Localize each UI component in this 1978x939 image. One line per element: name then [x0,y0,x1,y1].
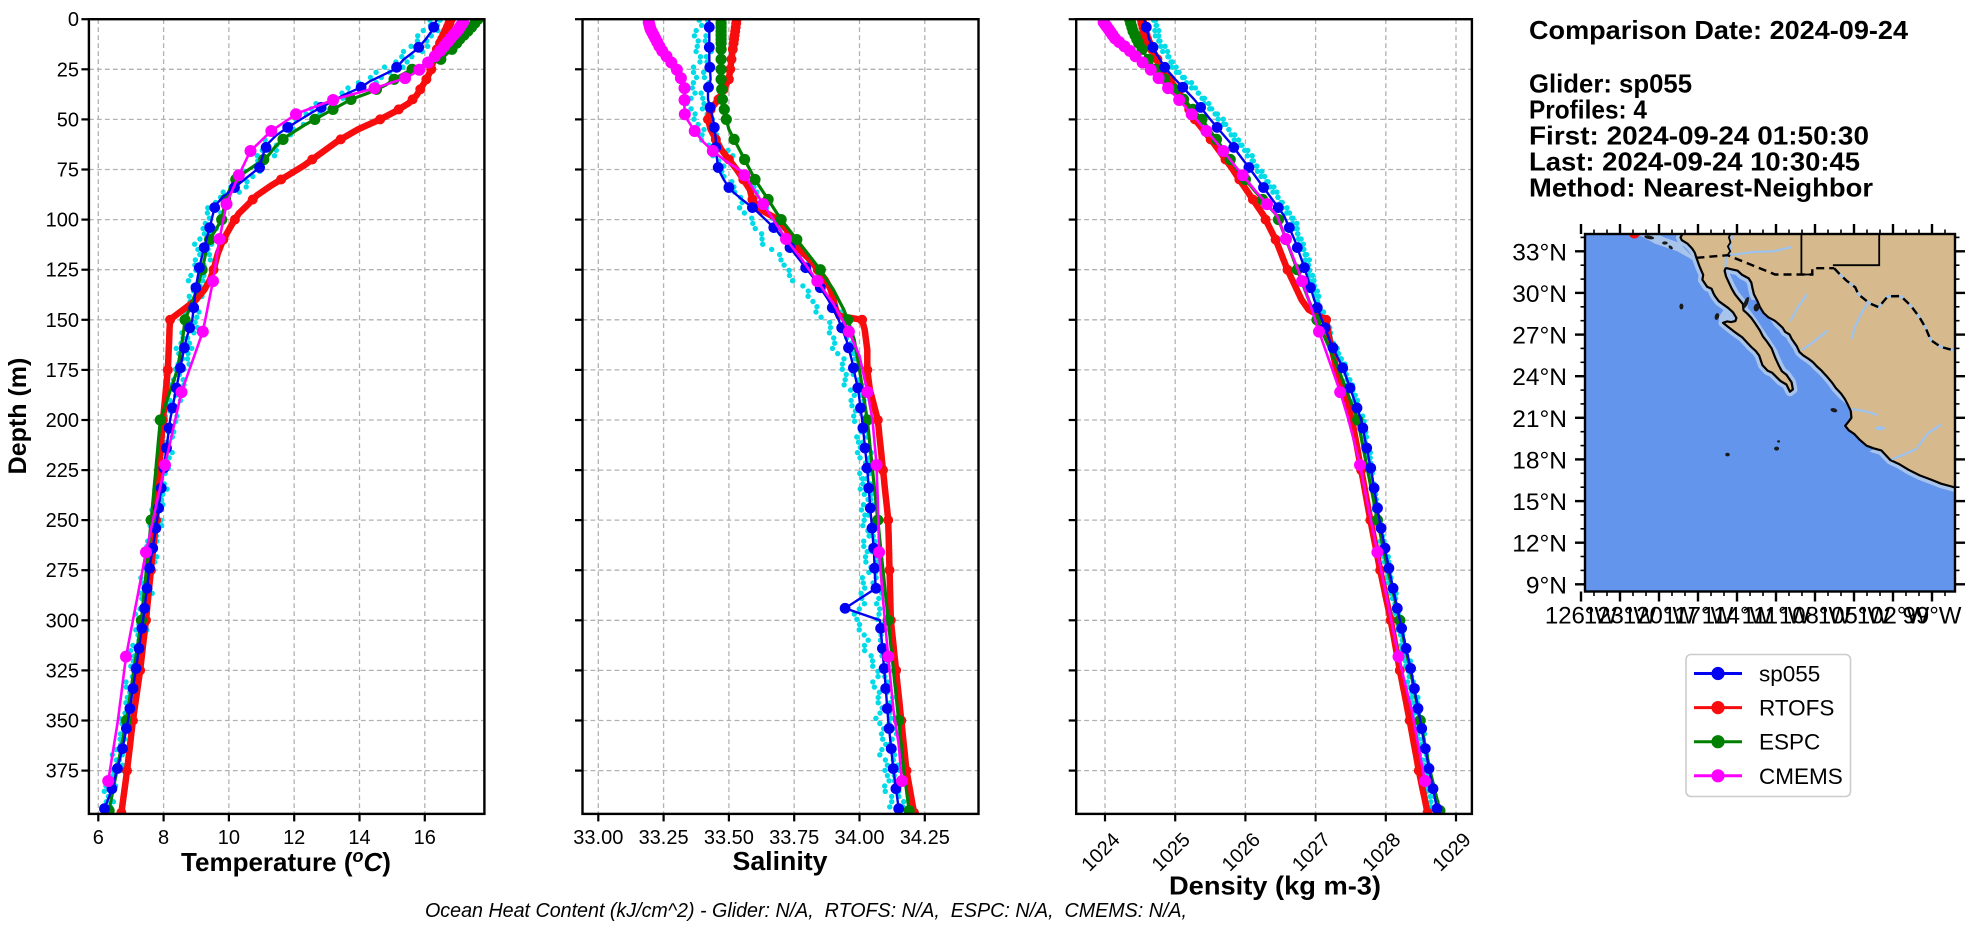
svg-text:8: 8 [158,827,169,849]
svg-text:14: 14 [348,827,370,849]
svg-text:99°W: 99°W [1903,603,1962,630]
svg-text:275: 275 [46,560,79,582]
svg-text:33.00: 33.00 [573,827,623,849]
svg-text:16: 16 [414,827,436,849]
svg-text:117°W: 117°W [1663,603,1734,630]
svg-text:30°N: 30°N [1512,281,1567,308]
svg-text:200: 200 [46,410,79,432]
svg-text:0: 0 [68,9,79,31]
svg-text:Comparison Date: 2024-09-24: Comparison Date: 2024-09-24 [1529,15,1909,45]
svg-text:24°N: 24°N [1512,364,1567,391]
svg-text:6: 6 [93,827,104,849]
svg-text:Salinity: Salinity [733,848,829,876]
svg-text:Method: Nearest-Neighbor: Method: Nearest-Neighbor [1529,173,1873,203]
svg-text:150: 150 [46,310,79,332]
svg-text:RTOFS: RTOFS [1759,696,1834,721]
svg-text:175: 175 [46,360,79,382]
svg-text:33.75: 33.75 [769,827,819,849]
svg-text:34.25: 34.25 [900,827,950,849]
svg-text:25: 25 [57,59,79,81]
svg-text:250: 250 [46,510,79,532]
svg-text:225: 225 [46,460,79,482]
svg-text:9°N: 9°N [1526,572,1567,599]
svg-text:126°W: 126°W [1545,603,1618,630]
svg-text:10: 10 [218,827,240,849]
svg-text:325: 325 [46,660,79,682]
svg-text:350: 350 [46,711,79,733]
svg-text:100: 100 [46,210,79,232]
svg-text:Glider: sp055: Glider: sp055 [1529,69,1692,99]
svg-text:Profiles: 4: Profiles: 4 [1529,95,1647,125]
svg-text:First: 2024-09-24 01:50:30: First: 2024-09-24 01:50:30 [1529,121,1869,151]
svg-text:sp055: sp055 [1759,662,1820,687]
svg-text:CMEMS: CMEMS [1759,764,1843,789]
svg-text:300: 300 [46,610,79,632]
svg-text:Last: 2024-09-24 10:30:45: Last: 2024-09-24 10:30:45 [1529,147,1860,177]
svg-text:125: 125 [46,260,79,282]
svg-text:33.25: 33.25 [639,827,689,849]
svg-text:120°W: 120°W [1623,603,1696,630]
svg-text:12°N: 12°N [1512,531,1567,558]
svg-text:12: 12 [283,827,305,849]
svg-text:34.00: 34.00 [834,827,884,849]
svg-text:18°N: 18°N [1512,447,1567,474]
svg-text:105°W: 105°W [1818,603,1891,630]
svg-text:123°W: 123°W [1584,603,1657,630]
svg-text:33.50: 33.50 [704,827,754,849]
svg-text:Ocean Heat Content (kJ/cm^2) -: Ocean Heat Content (kJ/cm^2) - Glider: N… [425,899,1187,922]
svg-text:Depth (m): Depth (m) [4,358,32,475]
svg-text:111°W: 111°W [1742,603,1811,630]
svg-text:75: 75 [57,160,79,182]
svg-text:27°N: 27°N [1512,323,1567,350]
svg-text:Density (kg m-3): Density (kg m-3) [1169,871,1381,901]
svg-text:ESPC: ESPC [1759,730,1820,755]
svg-text:50: 50 [57,109,79,131]
svg-text:33°N: 33°N [1512,239,1567,266]
svg-text:114°W: 114°W [1702,603,1773,630]
svg-text:15°N: 15°N [1512,489,1567,516]
svg-text:375: 375 [46,761,79,783]
svg-text:102°W: 102°W [1857,603,1930,630]
svg-text:108°W: 108°W [1779,603,1852,630]
svg-text:21°N: 21°N [1512,406,1567,433]
